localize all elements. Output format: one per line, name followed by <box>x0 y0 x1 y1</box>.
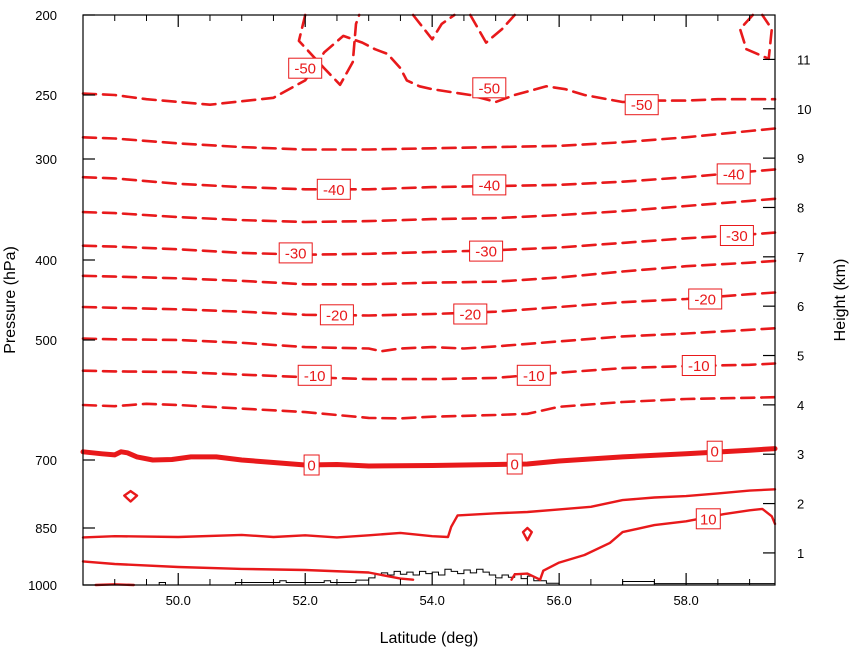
height-tick-label: 11 <box>797 52 811 67</box>
x-tick-label: 56.0 <box>546 593 571 608</box>
contour-line <box>510 572 542 581</box>
contour-line <box>81 327 777 353</box>
height-tick-label: 2 <box>797 497 804 512</box>
contour-label: -10 <box>297 364 332 386</box>
contour-label-text: 0 <box>511 457 519 474</box>
contour-label-text: -40 <box>323 182 345 199</box>
pressure-tick-label: 250 <box>35 88 57 103</box>
contour-label: 10 <box>695 508 721 530</box>
contour-label: -20 <box>319 304 354 326</box>
contour-line <box>81 560 415 581</box>
contour-line <box>297 13 361 87</box>
contour-label-text: -50 <box>478 80 500 97</box>
height-tick-label: 6 <box>797 299 804 314</box>
contour-label: 0 <box>706 440 723 462</box>
plot-frame <box>82 14 776 586</box>
contour-label-text: -20 <box>459 307 481 324</box>
contour-line <box>81 488 777 539</box>
contour-label: 0 <box>303 454 320 476</box>
contour-label-text: 0 <box>711 444 719 461</box>
contour-label-text: -10 <box>523 368 545 385</box>
contour-label: -40 <box>316 178 351 200</box>
pressure-tick-label: 300 <box>35 152 57 167</box>
pressure-tick-label: 500 <box>35 333 57 348</box>
contour-label: -20 <box>453 303 488 325</box>
contour-label: -30 <box>719 225 754 246</box>
height-tick-label: 3 <box>797 447 804 462</box>
terrain-layer <box>83 568 775 586</box>
pressure-tick-label: 400 <box>35 253 57 268</box>
x-axis-title: Latitude (deg) <box>380 630 479 647</box>
contour-label: -30 <box>469 240 504 262</box>
height-tick-label: 5 <box>797 349 804 364</box>
contour-label: -40 <box>472 174 507 196</box>
contour-line <box>538 507 777 581</box>
contour-line <box>81 362 777 381</box>
contour-label: -20 <box>688 288 723 310</box>
tick-layer: 50.0 52.0 54.0 56.0 58.020025030040050070085… <box>28 8 811 608</box>
height-tick-label: 8 <box>797 200 804 215</box>
height-tick-label: 10 <box>797 102 811 117</box>
contour-layer <box>80 13 778 587</box>
pressure-tick-label: 850 <box>35 521 57 536</box>
pressure-tick-label: 700 <box>35 453 57 468</box>
contour-label-text: 0 <box>307 458 315 475</box>
x-tick-label: 50.0 <box>166 593 191 608</box>
contour-label-text: -10 <box>688 358 710 375</box>
contour-label-text: -20 <box>326 307 348 324</box>
contour-line <box>81 395 777 420</box>
contour-label-text: -30 <box>285 245 307 262</box>
contour-label: -50 <box>288 57 323 79</box>
contour-label-text: -30 <box>726 228 748 245</box>
contour-line <box>81 197 777 224</box>
x-tick-label: 52.0 <box>293 593 318 608</box>
contour-line <box>81 259 777 286</box>
contour-label-text: -50 <box>631 97 653 114</box>
contour-label: -10 <box>516 364 551 386</box>
contour-label: -40 <box>716 163 751 185</box>
x-tick-label: 54.0 <box>420 593 445 608</box>
height-tick-label: 1 <box>797 546 804 561</box>
terrain-line <box>83 568 775 586</box>
contour-line <box>411 13 456 41</box>
contour-line <box>81 231 777 256</box>
y-axis-title-left: Pressure (hPa) <box>2 246 19 354</box>
contour-label-text: -30 <box>475 244 497 261</box>
y-axis-title-right: Height (km) <box>832 259 849 342</box>
contour-label: -30 <box>278 242 313 264</box>
contour-line <box>521 526 533 542</box>
contour-line <box>81 291 777 317</box>
contour-label-text: -40 <box>478 177 500 194</box>
contour-line <box>123 489 139 503</box>
contour-label-text: -50 <box>294 61 316 78</box>
height-tick-label: 7 <box>797 250 804 265</box>
height-tick-label: 9 <box>797 151 804 166</box>
contour-label: -10 <box>681 355 716 376</box>
pressure-tick-label: 1000 <box>28 578 57 593</box>
contour-label: -50 <box>624 94 659 116</box>
x-tick-label: 58.0 <box>673 593 698 608</box>
contour-label-text: -10 <box>304 368 326 385</box>
contour-label: -50 <box>472 77 507 99</box>
contour-line <box>80 446 778 469</box>
contour-label-layer: -50 -50 -50 -40 -40 -40 -30 -30 -30 -20 -20 -20 -10 -… <box>278 57 754 530</box>
contour-label: 0 <box>506 453 523 475</box>
contour-line <box>81 168 777 191</box>
pressure-tick-label: 200 <box>35 8 57 23</box>
contour-line <box>81 34 777 106</box>
contour-label-text: -20 <box>694 292 716 309</box>
contour-line <box>469 13 516 44</box>
contour-line <box>738 13 774 61</box>
contour-label-text: -40 <box>723 166 745 183</box>
height-tick-label: 4 <box>797 398 804 413</box>
contour-label-text: 10 <box>700 511 717 528</box>
contour-line <box>81 127 777 151</box>
